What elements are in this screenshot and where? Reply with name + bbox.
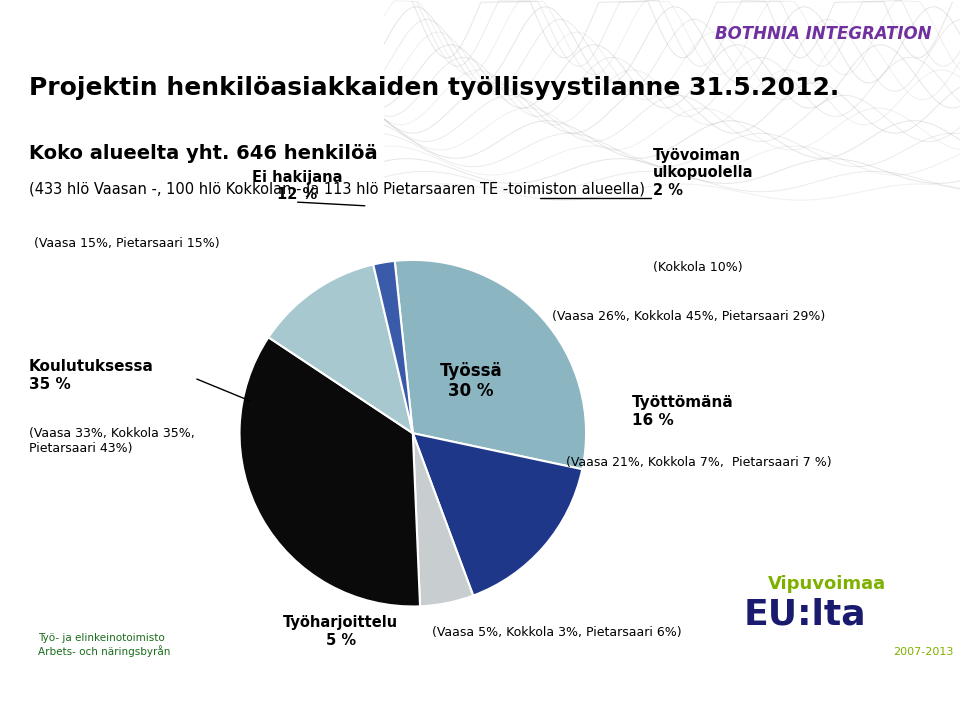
Text: (Vaasa 26%, Kokkola 45%, Pietarsaari 29%): (Vaasa 26%, Kokkola 45%, Pietarsaari 29%… (552, 310, 826, 323)
Text: Vipuvoimaa: Vipuvoimaa (768, 575, 886, 593)
Text: Projektin henkilöasiakkaiden työllisyystilanne 31.5.2012.: Projektin henkilöasiakkaiden työllisyyst… (29, 76, 839, 100)
Text: Työssä
30 %: Työssä 30 % (440, 362, 502, 401)
Text: (Vaasa 15%, Pietarsaari 15%): (Vaasa 15%, Pietarsaari 15%) (34, 237, 219, 250)
Text: (433 hlö Vaasan -, 100 hlö Kokkolan - ja 113 hlö Pietarsaaren TE -toimiston alue: (433 hlö Vaasan -, 100 hlö Kokkolan - ja… (29, 182, 645, 197)
Text: Koulutuksessa
35 %: Koulutuksessa 35 % (29, 360, 154, 391)
Text: Koko alueelta yht. 646 henkilöä: Koko alueelta yht. 646 henkilöä (29, 144, 377, 163)
Text: EU:lta: EU:lta (744, 598, 867, 632)
Text: (Vaasa 21%, Kokkola 7%,  Pietarsaari 7 %): (Vaasa 21%, Kokkola 7%, Pietarsaari 7 %) (566, 456, 832, 469)
Wedge shape (269, 264, 413, 433)
Wedge shape (413, 433, 583, 596)
Text: Työ- ja elinkeinotoimisto
Arbets- och näringsbyrån: Työ- ja elinkeinotoimisto Arbets- och nä… (38, 633, 171, 657)
Wedge shape (395, 260, 586, 469)
Text: Ei hakijana
12 %: Ei hakijana 12 % (252, 170, 343, 202)
Text: Työharjoittelu
5 %: Työharjoittelu 5 % (283, 615, 398, 648)
Text: (Kokkola 10%): (Kokkola 10%) (653, 261, 742, 274)
Text: (Vaasa 5%, Kokkola 3%, Pietarsaari 6%): (Vaasa 5%, Kokkola 3%, Pietarsaari 6%) (432, 626, 682, 639)
Text: Työttömänä
16 %: Työttömänä 16 % (632, 396, 733, 427)
Text: (Vaasa 33%, Kokkola 35%,
Pietarsaari 43%): (Vaasa 33%, Kokkola 35%, Pietarsaari 43%… (29, 427, 195, 456)
Wedge shape (413, 433, 473, 606)
Wedge shape (373, 261, 413, 433)
Text: Työvoiman
ulkopuolella
2 %: Työvoiman ulkopuolella 2 % (653, 148, 754, 198)
Text: BOTHNIA INTEGRATION: BOTHNIA INTEGRATION (714, 25, 931, 43)
Wedge shape (240, 337, 420, 606)
Text: 2007-2013: 2007-2013 (893, 647, 953, 657)
